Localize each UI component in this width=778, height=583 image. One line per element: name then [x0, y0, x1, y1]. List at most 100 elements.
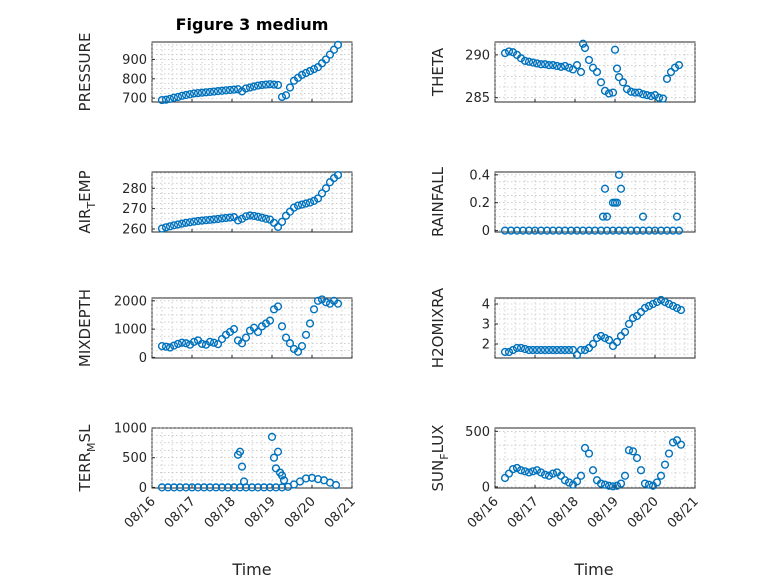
data-point: [177, 338, 187, 347]
data-point: [630, 88, 640, 97]
data-point: [576, 67, 586, 77]
data-point: [209, 87, 219, 96]
data-point: [556, 345, 566, 355]
data-point: [628, 447, 638, 456]
data-point: [524, 345, 534, 355]
y-tick-label: 800: [122, 72, 147, 87]
data-point: [181, 483, 191, 492]
data-point: [261, 214, 271, 223]
x-tick-label: 08/16: [465, 494, 502, 531]
y-tick-label: 260: [122, 222, 147, 237]
data-point: [552, 345, 562, 355]
data-point: [596, 226, 606, 235]
data-point: [297, 200, 307, 209]
data-point: [644, 301, 654, 311]
data-point: [572, 477, 582, 486]
data-point: [544, 61, 554, 70]
data-point: [305, 319, 315, 328]
data-point: [209, 338, 219, 347]
data-point: [265, 80, 275, 89]
data-point: [576, 345, 586, 355]
data-point: [309, 305, 319, 314]
data-point: [281, 333, 291, 342]
data-point: [301, 474, 311, 483]
data-point: [616, 479, 626, 488]
data-point: [592, 67, 602, 77]
data-point: [564, 345, 574, 355]
data-point: [267, 432, 277, 442]
y-tick-label: 1000: [114, 323, 147, 338]
y-tick-label: 4: [482, 298, 490, 313]
data-point: [197, 339, 207, 348]
data-point: [217, 214, 227, 223]
y-axis-label-subscript: F: [438, 453, 451, 459]
data-point: [185, 218, 195, 227]
data-point: [556, 471, 566, 480]
data-point: [660, 460, 670, 469]
data-point: [556, 62, 566, 71]
y-axis-label: TERRMSL: [76, 424, 98, 493]
data-point: [237, 462, 247, 471]
data-point: [596, 479, 606, 488]
data-point: [249, 82, 259, 91]
data-point: [532, 345, 542, 355]
data-point: [588, 466, 598, 475]
series-markers: [500, 295, 686, 360]
data-point: [600, 480, 610, 489]
data-point: [656, 226, 666, 235]
subplot-grid: 700 800 900 PRESSURE 285 290 THETA 260 270 280 AIR…: [76, 33, 702, 532]
subplot-1: 700 800 900 PRESSURE: [76, 33, 353, 111]
data-point: [592, 333, 602, 343]
x-axis-label-left: Time: [231, 560, 271, 579]
y-axis-label: MIXDEPTH: [76, 289, 94, 367]
data-point: [213, 87, 223, 96]
data-point: [600, 184, 610, 193]
data-point: [536, 468, 546, 477]
data-point: [664, 449, 674, 458]
data-point: [313, 296, 323, 305]
data-point: [500, 473, 510, 483]
data-point: [157, 224, 167, 233]
data-point: [650, 226, 660, 235]
data-point: [269, 453, 279, 462]
y-axis-label-main: AIR: [76, 209, 94, 234]
data-point: [504, 47, 514, 56]
data-point: [668, 438, 678, 447]
data-point: [161, 95, 171, 104]
y-tick-label: 0: [482, 480, 490, 495]
x-tick-label: 08/18: [545, 494, 582, 531]
data-point: [277, 322, 287, 331]
data-point: [520, 56, 530, 65]
data-point: [640, 303, 650, 313]
data-point: [612, 481, 622, 490]
data-point: [672, 436, 682, 445]
data-point: [317, 189, 327, 198]
data-point: [277, 92, 287, 102]
subplot-4: 0 0.2 0.4 RAINFALL: [429, 166, 696, 239]
data-point: [321, 184, 331, 193]
data-point: [552, 61, 562, 71]
data-point: [674, 61, 684, 70]
data-point: [626, 226, 636, 235]
data-point: [536, 345, 546, 355]
data-point: [221, 213, 231, 223]
data-point: [197, 216, 207, 225]
data-point: [181, 90, 191, 100]
data-point: [524, 468, 534, 477]
data-point: [273, 222, 283, 232]
data-point: [269, 80, 279, 89]
data-point: [249, 211, 259, 221]
data-point: [161, 223, 171, 232]
data-point: [169, 221, 179, 230]
data-point: [293, 347, 303, 356]
data-point: [193, 483, 203, 492]
data-point: [580, 443, 590, 453]
series-markers: [157, 432, 341, 492]
data-point: [205, 337, 215, 346]
y-axis-label-main: TERR: [76, 452, 94, 493]
grid-lines: [494, 172, 696, 232]
y-axis-label-rest: SL: [76, 424, 94, 443]
series-markers: [500, 170, 684, 235]
data-point: [638, 212, 648, 221]
data-point: [187, 483, 197, 492]
